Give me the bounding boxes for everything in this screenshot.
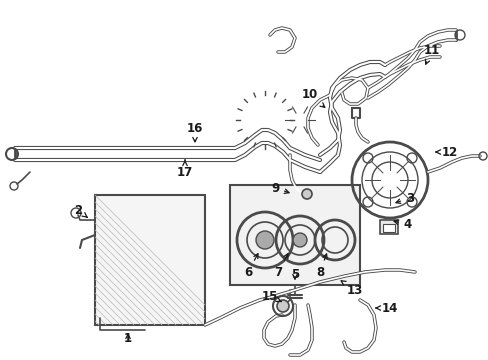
Circle shape	[256, 231, 273, 249]
Text: 3: 3	[395, 192, 413, 204]
Text: 10: 10	[301, 89, 324, 107]
Bar	[229, 185, 359, 285]
Circle shape	[302, 189, 311, 199]
Text: 1: 1	[123, 332, 132, 345]
Text: 15: 15	[261, 289, 281, 302]
Bar	[382, 224, 394, 232]
Text: 12: 12	[435, 145, 457, 158]
Text: 13: 13	[341, 281, 363, 297]
Text: 11: 11	[423, 44, 439, 64]
Text: 6: 6	[244, 254, 258, 279]
Text: 5: 5	[290, 269, 299, 282]
Text: 16: 16	[186, 122, 203, 142]
Text: 7: 7	[273, 254, 287, 279]
Circle shape	[276, 300, 288, 312]
Text: 14: 14	[375, 302, 397, 315]
Text: 8: 8	[315, 254, 326, 279]
Text: 4: 4	[393, 219, 411, 231]
Circle shape	[292, 233, 306, 247]
Text: 2: 2	[74, 203, 87, 217]
Text: 9: 9	[270, 181, 288, 194]
Bar	[379, 220, 397, 234]
Bar	[95, 195, 204, 325]
Text: 17: 17	[177, 160, 193, 179]
